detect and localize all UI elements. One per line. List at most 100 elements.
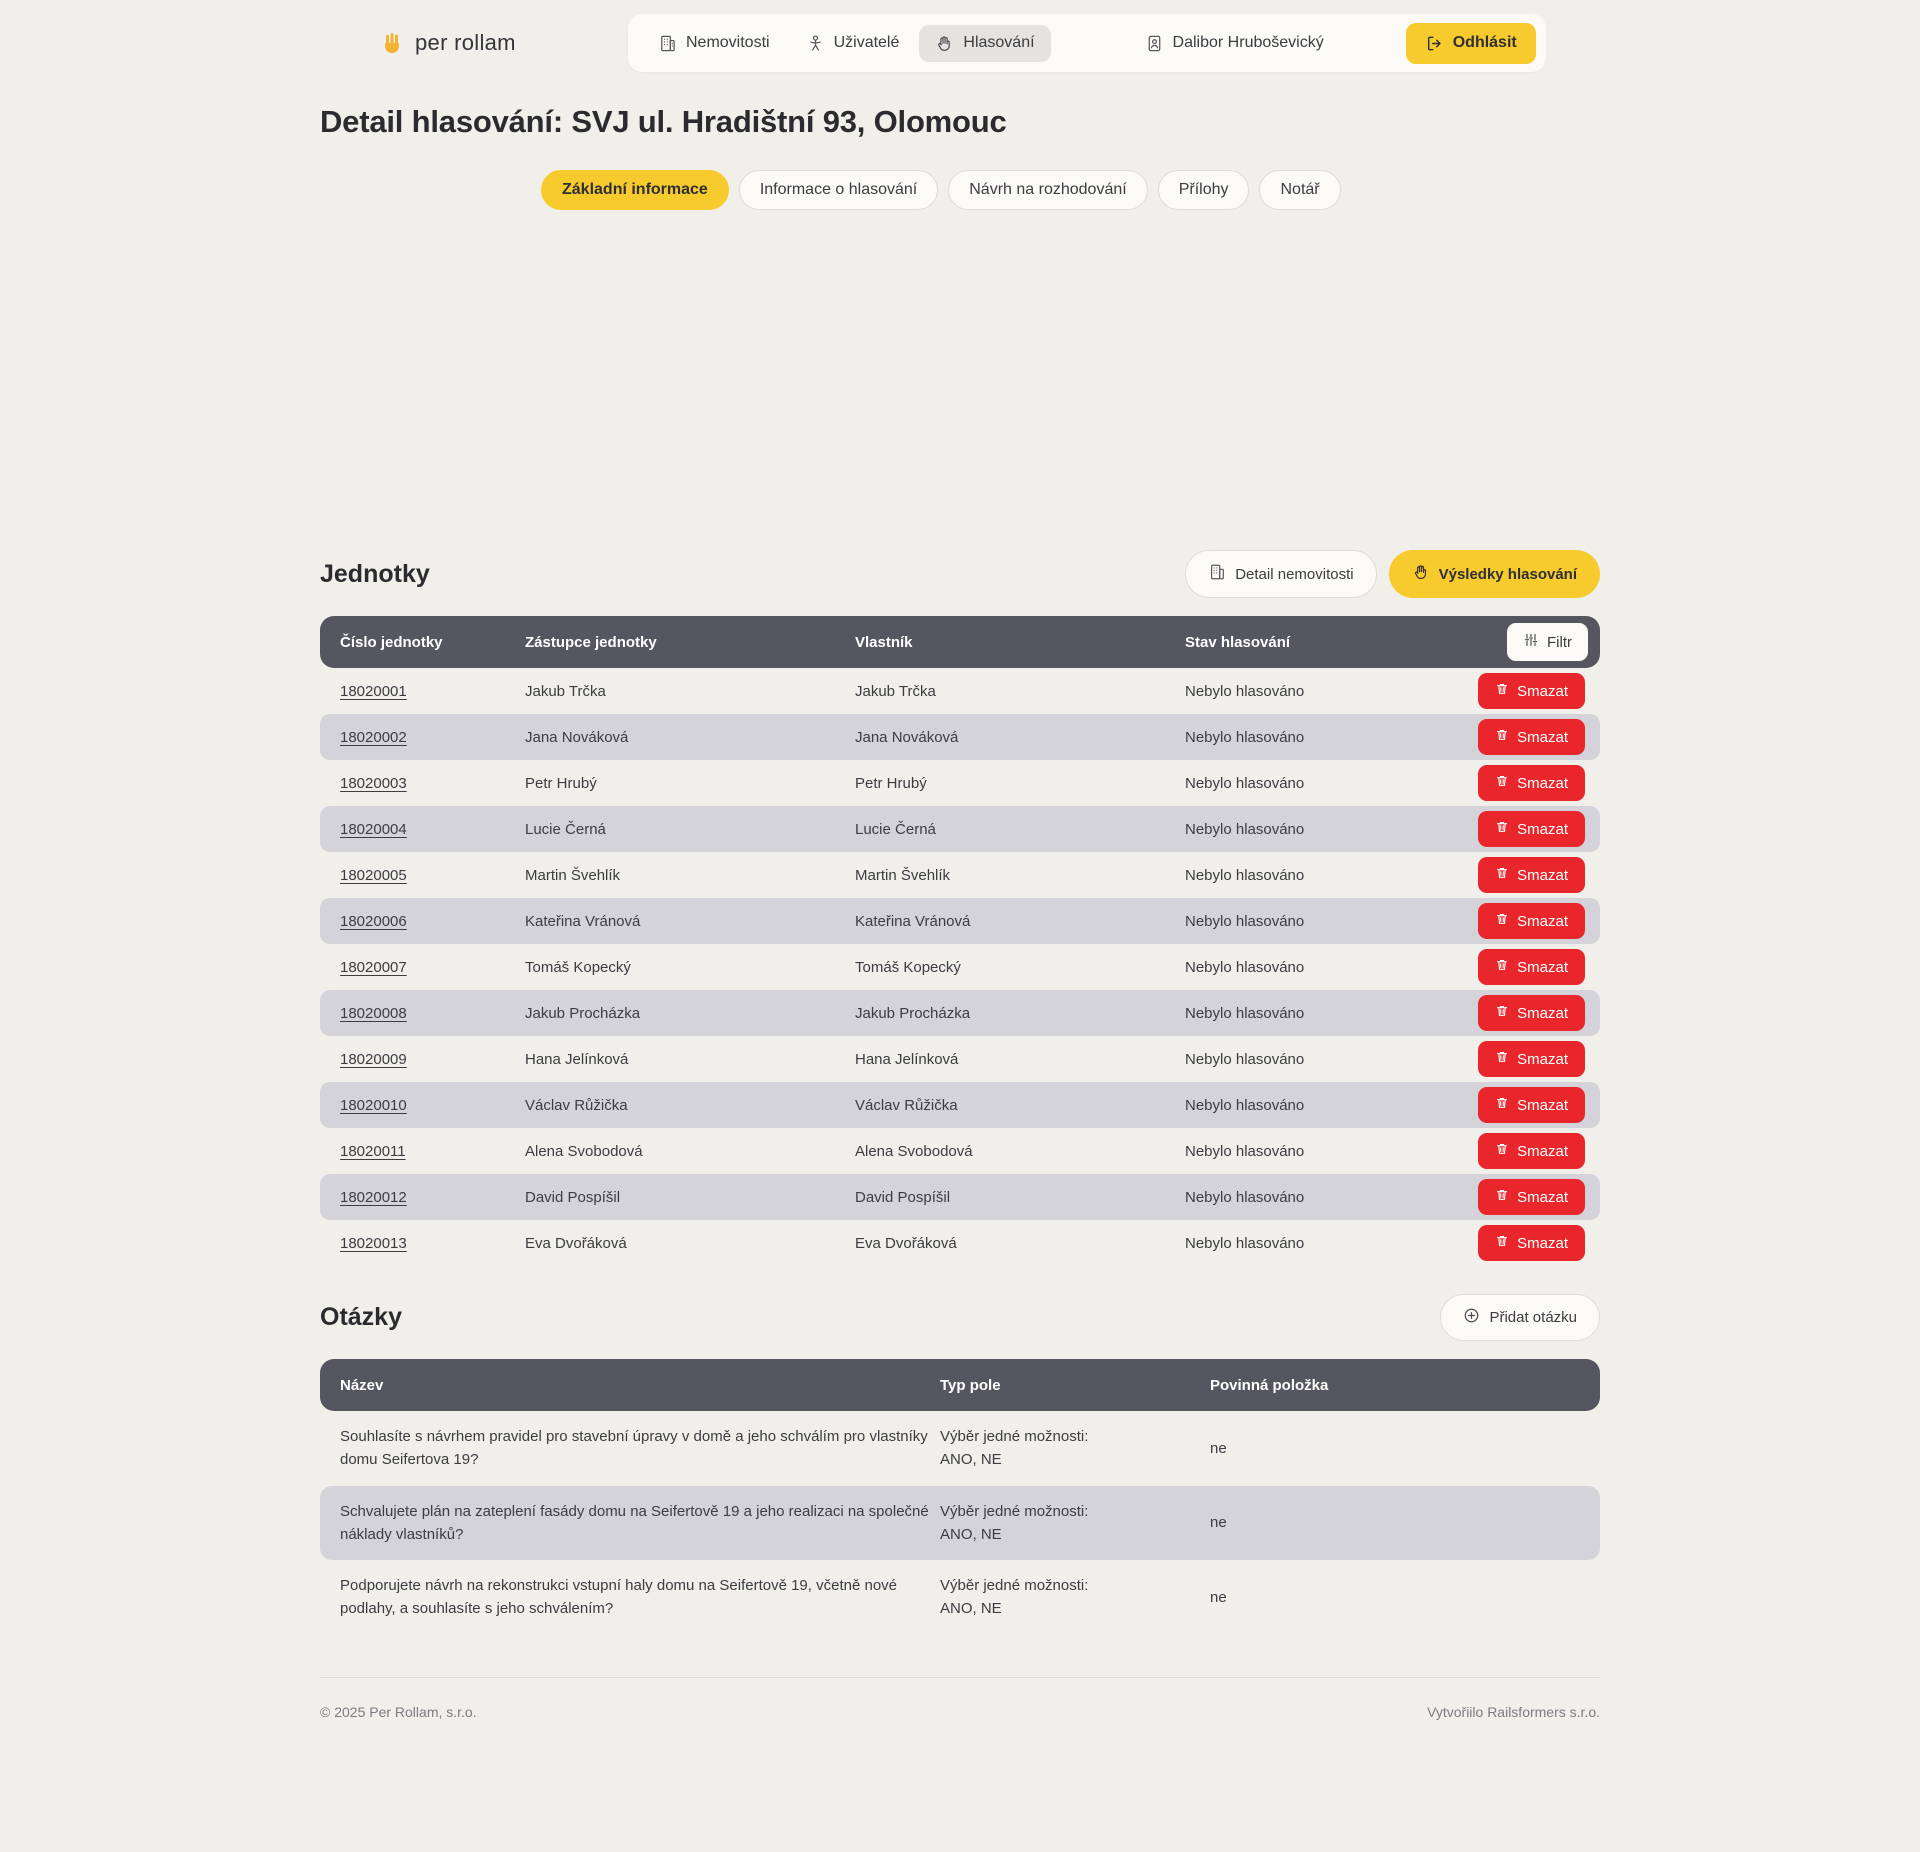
info-value: 25.06.2025 00:00 - 28.06.2025 00:00 xyxy=(871,379,1170,400)
tab-bar: Základní informace Informace o hlasování… xyxy=(320,170,1600,210)
representative-cell: Jakub Trčka xyxy=(525,682,606,700)
representative-cell: Alena Svobodová xyxy=(525,1142,643,1160)
tab-notar[interactable]: Notář xyxy=(1259,170,1341,210)
table-row[interactable]: Souhlasíte s návrhem pravidel pro staveb… xyxy=(320,1411,1600,1486)
trash-icon xyxy=(1495,1188,1509,1206)
table-row[interactable]: 18020013 Eva Dvořáková Eva Dvořáková Neb… xyxy=(320,1220,1600,1266)
hand-logo-icon xyxy=(380,30,406,56)
trash-icon xyxy=(1495,774,1509,792)
delete-label: Smazat xyxy=(1517,912,1568,930)
unit-number-link[interactable]: 18020001 xyxy=(340,682,407,700)
questions-table-body: Souhlasíte s návrhem pravidel pro staveb… xyxy=(320,1411,1600,1635)
unit-number-link[interactable]: 18020011 xyxy=(340,1142,406,1160)
representative-cell: David Pospíšil xyxy=(525,1188,621,1206)
table-row[interactable]: 18020006 Kateřina Vránová Kateřina Vráno… xyxy=(320,898,1600,944)
table-row[interactable]: 18020008 Jakub Procházka Jakub Procházka… xyxy=(320,990,1600,1036)
unit-number-link[interactable]: 18020010 xyxy=(340,1096,407,1114)
status-cell: Nebylo hlasováno xyxy=(1185,912,1305,930)
table-row[interactable]: 18020003 Petr Hrubý Petr Hrubý Nebylo hl… xyxy=(320,760,1600,806)
owner-cell: Václav Růžička xyxy=(855,1096,958,1114)
delete-button[interactable]: Smazat xyxy=(1478,673,1585,709)
unit-number-link[interactable]: 18020004 xyxy=(340,820,407,838)
question-type-cell: Výběr jedné možnosti: ANO, NE xyxy=(940,1502,1089,1543)
table-row[interactable]: 18020001 Jakub Trčka Jakub Trčka Nebylo … xyxy=(320,668,1600,714)
delete-button[interactable]: Smazat xyxy=(1478,949,1585,985)
units-title: Jednotky xyxy=(320,559,430,588)
units-table-header: Číslo jednotky Zástupce jednotky Vlastní… xyxy=(320,616,1600,668)
status-cell: Nebylo hlasováno xyxy=(1185,1050,1305,1068)
brand-name: per rollam xyxy=(415,30,516,55)
footer-copyright: © 2025 Per Rollam, s.r.o. xyxy=(320,1703,477,1720)
add-question-label: Přidat otázku xyxy=(1489,1309,1577,1326)
unit-number-link[interactable]: 18020003 xyxy=(340,774,407,792)
tab-zakladni-informace[interactable]: Základní informace xyxy=(541,170,729,210)
trash-icon xyxy=(1495,912,1509,930)
unit-number-link[interactable]: 18020005 xyxy=(340,866,407,884)
delete-label: Smazat xyxy=(1517,866,1568,884)
delete-button[interactable]: Smazat xyxy=(1478,811,1585,847)
filter-button[interactable]: Filtr xyxy=(1507,623,1588,661)
nav-pill: Nemovitosti Uživatelé xyxy=(628,14,1546,72)
table-row[interactable]: 18020009 Hana Jelínková Hana Jelínková N… xyxy=(320,1036,1600,1082)
tab-informace-o-hlasovani[interactable]: Informace o hlasování xyxy=(738,170,939,210)
delete-button[interactable]: Smazat xyxy=(1478,719,1585,755)
delete-label: Smazat xyxy=(1517,1004,1568,1022)
unit-number-link[interactable]: 18020009 xyxy=(340,1050,407,1068)
unit-number-link[interactable]: 18020006 xyxy=(340,912,407,930)
questions-title: Otázky xyxy=(320,1303,402,1331)
nav-item-nemovitosti[interactable]: Nemovitosti xyxy=(642,25,786,62)
delete-button[interactable]: Smazat xyxy=(1478,1041,1585,1077)
change-state-label: Změnit stav xyxy=(1292,316,1370,334)
change-state-button[interactable]: Změnit stav xyxy=(1247,303,1389,347)
delete-button[interactable]: Smazat xyxy=(1478,1179,1585,1215)
unit-number-link[interactable]: 18020007 xyxy=(340,958,407,976)
table-row[interactable]: Podporujete návrh na rekonstrukci vstupn… xyxy=(320,1560,1600,1635)
delete-button[interactable]: Smazat xyxy=(1478,995,1585,1031)
table-row[interactable]: 18020007 Tomáš Kopecký Tomáš Kopecký Neb… xyxy=(320,944,1600,990)
unit-number-link[interactable]: 18020008 xyxy=(340,1004,407,1022)
trash-icon xyxy=(1495,866,1509,884)
representative-cell: Petr Hrubý xyxy=(525,774,597,792)
column-header-povinna-polozka: Povinná položka xyxy=(1210,1376,1329,1394)
tab-navrh-na-rozhodovani[interactable]: Návrh na rozhodování xyxy=(948,170,1148,210)
representative-cell: Martin Švehlík xyxy=(525,866,621,884)
unit-number-link[interactable]: 18020002 xyxy=(340,728,407,746)
table-row[interactable]: 18020011 Alena Svobodová Alena Svobodová… xyxy=(320,1128,1600,1174)
delete-button[interactable]: Smazat xyxy=(1478,1133,1585,1169)
logout-button[interactable]: Odhlásit xyxy=(1405,22,1536,64)
representative-cell: Kateřina Vránová xyxy=(525,912,641,930)
delete-button[interactable]: Smazat xyxy=(1478,765,1585,801)
delete-button[interactable]: Smazat xyxy=(1478,1087,1585,1123)
unit-number-link[interactable]: 18020012 xyxy=(340,1188,407,1206)
column-header-cislo-jednotky: Číslo jednotky xyxy=(340,633,443,651)
nav-item-hlasovani[interactable]: Hlasování xyxy=(919,24,1051,62)
nav-item-user[interactable]: Dalibor Hruboševický xyxy=(1129,25,1340,62)
table-row[interactable]: Schvalujete plán na zateplení fasády dom… xyxy=(320,1485,1600,1560)
vysledky-hlasovani-button[interactable]: Výsledky hlasování xyxy=(1388,550,1600,598)
table-row[interactable]: 18020004 Lucie Černá Lucie Černá Nebylo … xyxy=(320,806,1600,852)
brand-logo[interactable]: per rollam xyxy=(380,30,516,56)
info-label: Termín hlasování xyxy=(541,380,671,399)
delete-button[interactable]: Smazat xyxy=(1478,1225,1585,1261)
table-row[interactable]: 18020002 Jana Nováková Jana Nováková Neb… xyxy=(320,714,1600,760)
delete-button[interactable]: Smazat xyxy=(1478,857,1585,893)
table-row[interactable]: 18020010 Václav Růžička Václav Růžička N… xyxy=(320,1082,1600,1128)
top-navigation: per rollam Nemovitosti xyxy=(0,0,1920,72)
owner-cell: Lucie Černá xyxy=(855,820,936,838)
question-type-cell: Výběr jedné možnosti: ANO, NE xyxy=(940,1577,1089,1618)
unit-number-link[interactable]: 18020013 xyxy=(340,1234,407,1252)
table-row[interactable]: 18020005 Martin Švehlík Martin Švehlík N… xyxy=(320,852,1600,898)
table-row[interactable]: 18020012 David Pospíšil David Pospíšil N… xyxy=(320,1174,1600,1220)
info-label: Usnášeníschopnost xyxy=(541,445,691,465)
column-header-typ-pole: Typ pole xyxy=(940,1376,1001,1394)
id-card-icon xyxy=(1145,34,1164,53)
delete-button[interactable]: Smazat xyxy=(1478,903,1585,939)
add-question-button[interactable]: Přidat otázku xyxy=(1440,1294,1600,1341)
tab-prilohy[interactable]: Přílohy xyxy=(1157,170,1250,210)
nav-item-uzivatele[interactable]: Uživatelé xyxy=(790,25,916,62)
column-header-stav: Stav hlasování xyxy=(1185,633,1291,651)
hand-raised-icon xyxy=(935,34,954,53)
owner-cell: Jakub Trčka xyxy=(855,682,936,700)
representative-cell: Václav Růžička xyxy=(525,1096,628,1114)
detail-nemovitosti-button[interactable]: Detail nemovitosti xyxy=(1185,550,1377,598)
